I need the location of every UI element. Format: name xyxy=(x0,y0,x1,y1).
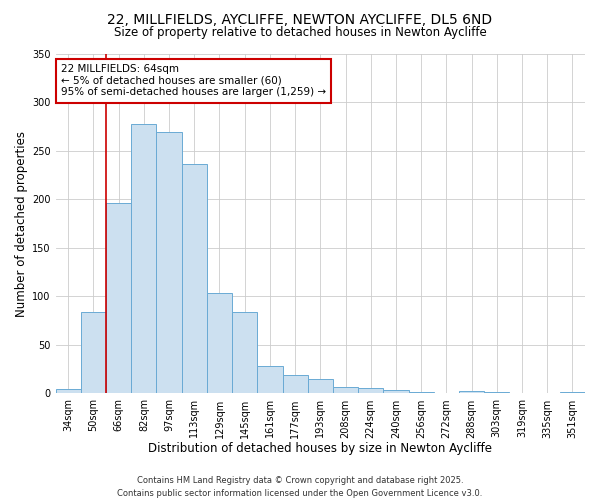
Text: 22 MILLFIELDS: 64sqm
← 5% of detached houses are smaller (60)
95% of semi-detach: 22 MILLFIELDS: 64sqm ← 5% of detached ho… xyxy=(61,64,326,98)
Bar xyxy=(459,390,484,394)
Bar xyxy=(106,204,131,394)
Bar xyxy=(383,390,409,394)
Bar xyxy=(81,312,106,394)
Y-axis label: Number of detached properties: Number of detached properties xyxy=(15,130,28,316)
Bar xyxy=(484,392,509,394)
Text: 22, MILLFIELDS, AYCLIFFE, NEWTON AYCLIFFE, DL5 6ND: 22, MILLFIELDS, AYCLIFFE, NEWTON AYCLIFF… xyxy=(107,12,493,26)
Bar xyxy=(358,388,383,394)
X-axis label: Distribution of detached houses by size in Newton Aycliffe: Distribution of detached houses by size … xyxy=(148,442,493,455)
Bar xyxy=(283,375,308,394)
Bar xyxy=(509,392,535,394)
Bar xyxy=(409,392,434,394)
Bar xyxy=(257,366,283,394)
Bar xyxy=(560,392,585,394)
Bar xyxy=(333,386,358,394)
Bar xyxy=(535,392,560,394)
Bar xyxy=(182,164,207,394)
Text: Contains HM Land Registry data © Crown copyright and database right 2025.
Contai: Contains HM Land Registry data © Crown c… xyxy=(118,476,482,498)
Bar xyxy=(131,124,157,394)
Bar xyxy=(308,379,333,394)
Bar xyxy=(207,292,232,394)
Text: Size of property relative to detached houses in Newton Aycliffe: Size of property relative to detached ho… xyxy=(113,26,487,39)
Bar xyxy=(232,312,257,394)
Bar xyxy=(56,388,81,394)
Bar xyxy=(157,132,182,394)
